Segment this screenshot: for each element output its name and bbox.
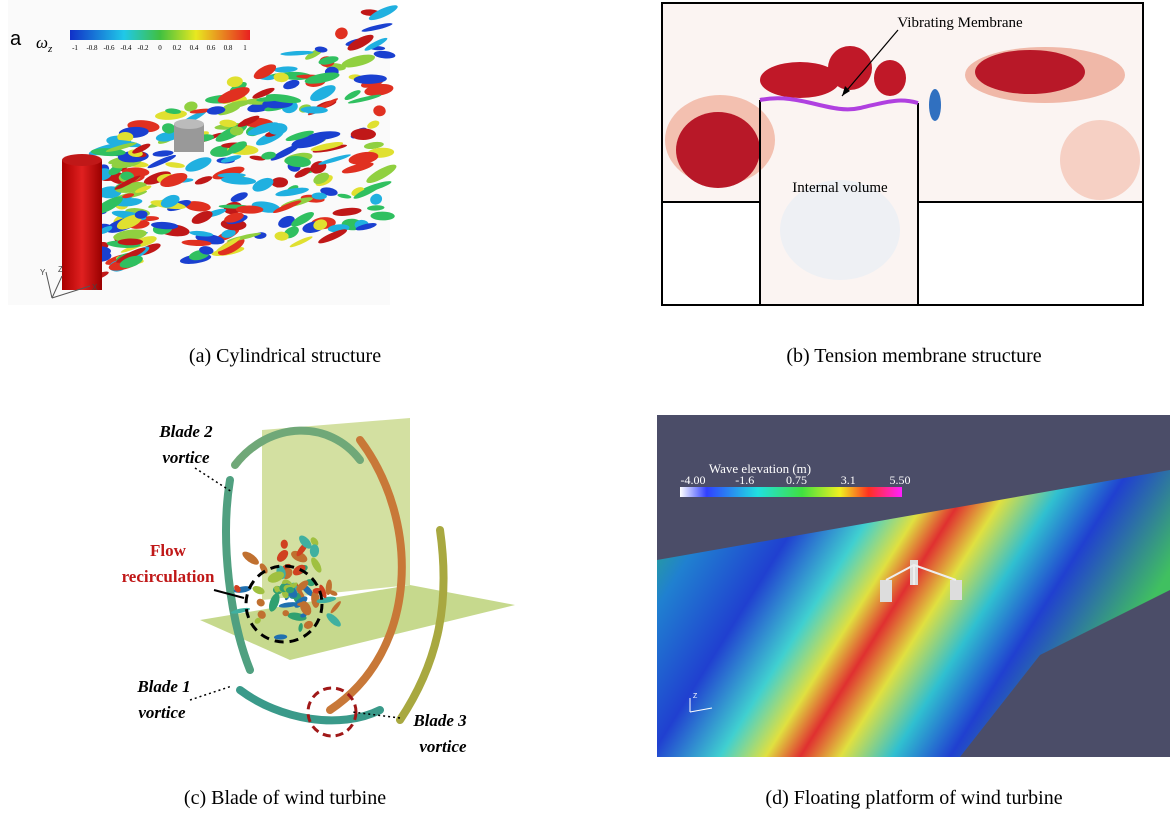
vortex-blob xyxy=(240,549,261,567)
axis-label: Y xyxy=(40,268,46,277)
column xyxy=(880,580,892,602)
colorbar-label: -1 xyxy=(72,44,78,52)
cylinder-top xyxy=(62,154,102,166)
annotation-line: vortice xyxy=(138,703,186,722)
annotation-line: Flow xyxy=(150,541,187,560)
page: a ωz -1-0.8-0.6-0.4-0.200.20.40.60.81 Y … xyxy=(0,0,1174,834)
annotation-line: vortice xyxy=(162,448,210,467)
field-blob xyxy=(975,50,1085,94)
field-blob xyxy=(760,62,840,98)
annotation: Blade 2 vortice xyxy=(158,422,213,467)
panel-d: Wave elevation (m) -4.00-1.60.753.15.50 … xyxy=(657,415,1170,809)
colorbar-label: 0.6 xyxy=(207,44,216,52)
symbol-main: ω xyxy=(36,33,48,52)
caption: (c) Blade of wind turbine xyxy=(184,787,386,809)
colorbar-label: -1.6 xyxy=(735,473,754,487)
field-blob xyxy=(1060,120,1140,200)
colorbar xyxy=(680,487,902,497)
floor-left xyxy=(662,202,760,305)
axis-label: X xyxy=(92,283,98,292)
colorbar-label: 0.4 xyxy=(190,44,199,52)
colorbar-label: 0 xyxy=(158,44,162,52)
annotation-line: recirculation xyxy=(122,567,215,586)
colorbar-label: 0.75 xyxy=(786,473,807,487)
figure: a ωz -1-0.8-0.6-0.4-0.200.20.40.60.81 Y … xyxy=(0,0,1174,834)
vortex-ring xyxy=(226,480,250,670)
caption: (d) Floating platform of wind turbine xyxy=(765,787,1062,809)
annotation: Blade 1 vortice xyxy=(136,677,190,722)
colorbar-label: -0.6 xyxy=(103,44,115,52)
field-blob xyxy=(874,60,906,96)
axis-label: Z xyxy=(58,265,63,274)
colorbar-label: -0.2 xyxy=(137,44,149,52)
colorbar-label: 0.8 xyxy=(224,44,233,52)
annotation-line: Blade 2 xyxy=(158,422,213,441)
annotation-line: Blade 3 xyxy=(412,711,467,730)
colorbar-label: -0.4 xyxy=(120,44,132,52)
caption: (a) Cylindrical structure xyxy=(189,345,381,367)
annotation: Blade 3 vortice xyxy=(412,711,467,756)
annotation-line: vortice xyxy=(419,737,467,756)
caption: (b) Tension membrane structure xyxy=(786,345,1041,367)
cylinder xyxy=(62,160,102,290)
panel-b: Vibrating Membrane Internal volume (b) T… xyxy=(662,3,1143,367)
colorbar-label: 0.2 xyxy=(173,44,182,52)
field-blob xyxy=(676,112,760,188)
cylinder-2-top xyxy=(174,119,204,129)
annotation-line: Blade 1 xyxy=(136,677,190,696)
colorbar-label: 1 xyxy=(243,44,247,52)
colorbar xyxy=(70,30,250,40)
panel-c: Blade 2 vortice Flow recirculation Blade 1… xyxy=(122,418,515,809)
floor-right xyxy=(918,202,1143,305)
panel-label: a xyxy=(10,28,22,50)
colorbar-label: -4.00 xyxy=(681,473,706,487)
colorbar-label: -0.8 xyxy=(86,44,98,52)
colorbar-label: 3.1 xyxy=(841,473,856,487)
annotation: Internal volume xyxy=(792,180,888,196)
field-blob xyxy=(929,89,941,121)
axis-label: Z xyxy=(693,693,698,700)
column xyxy=(950,580,962,600)
annotation: Flow recirculation xyxy=(122,541,215,586)
pointer xyxy=(190,686,232,700)
colorbar-label: 5.50 xyxy=(890,473,911,487)
annotation: Vibrating Membrane xyxy=(897,15,1023,31)
symbol-sub: z xyxy=(47,43,53,55)
